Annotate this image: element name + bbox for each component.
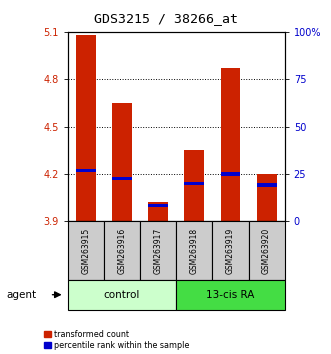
Bar [68,280,176,310]
Bar [148,204,168,207]
Legend: transformed count, percentile rank within the sample: transformed count, percentile rank withi… [44,330,190,350]
Bar [257,174,276,221]
Bar [220,68,240,221]
Text: GSM263919: GSM263919 [226,227,235,274]
Text: GSM263917: GSM263917 [154,227,163,274]
Bar [104,221,140,280]
Text: control: control [104,290,140,300]
Bar [184,182,204,185]
Bar [257,183,276,187]
Bar [176,280,285,310]
Bar [112,103,132,221]
Text: GSM263916: GSM263916 [118,227,126,274]
Bar [112,177,132,181]
Bar [140,221,176,280]
Text: GSM263915: GSM263915 [81,227,90,274]
Text: GSM263920: GSM263920 [262,227,271,274]
Bar [76,169,96,172]
Text: GSM263918: GSM263918 [190,227,199,274]
Bar [68,221,104,280]
Bar [148,202,168,221]
Bar [220,172,240,176]
Bar [249,221,285,280]
Bar [176,221,213,280]
Bar [213,221,249,280]
Bar [184,150,204,221]
Bar [76,35,96,221]
Text: agent: agent [7,290,37,300]
Text: 13-cis RA: 13-cis RA [206,290,255,300]
Text: GDS3215 / 38266_at: GDS3215 / 38266_at [93,12,238,25]
